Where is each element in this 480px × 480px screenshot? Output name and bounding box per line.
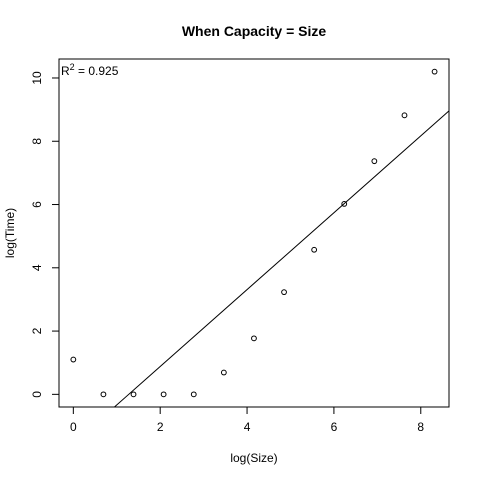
x-tick-label-3: 6 <box>331 420 338 434</box>
data-point-6 <box>251 335 257 342</box>
chart-title: When Capacity = Size <box>182 23 327 39</box>
y-tick-label-1: 2 <box>30 327 44 334</box>
x-tick-label-4: 8 <box>417 420 424 434</box>
data-point-1 <box>100 391 107 398</box>
data-point-12 <box>431 68 438 75</box>
r-squared-superscript: 2 <box>70 62 75 72</box>
data-point-7 <box>281 289 287 296</box>
x-axis: 0 2 4 6 8 <box>70 406 424 434</box>
x-axis-label: log(Size) <box>230 451 277 465</box>
y-tick-label-5: 10 <box>30 71 44 85</box>
plot-area-frame <box>58 58 450 408</box>
y-axis: 0 2 4 6 8 10 <box>30 71 60 398</box>
r-squared-value: = 0.925 <box>75 64 119 78</box>
data-point-9 <box>341 200 348 207</box>
r-squared-label: R <box>61 64 70 78</box>
data-point-10 <box>371 158 378 165</box>
y-tick-label-4: 8 <box>30 138 44 145</box>
x-tick-label-1: 2 <box>157 420 164 434</box>
y-tick-label-2: 4 <box>30 264 44 271</box>
regression-line-group <box>114 110 450 408</box>
data-point-2 <box>130 391 137 398</box>
x-tick-label-2: 4 <box>244 420 251 434</box>
r-squared-annotation: R2 = 0.925 <box>61 62 119 78</box>
data-point-5 <box>220 369 227 376</box>
data-point-4 <box>190 391 197 398</box>
regression-line <box>114 110 450 408</box>
data-point-0 <box>70 356 77 363</box>
data-point-11 <box>401 112 408 119</box>
y-tick-label-0: 0 <box>30 391 44 398</box>
y-axis-label: log(Time) <box>3 208 17 258</box>
x-tick-label-0: 0 <box>70 420 77 434</box>
data-points <box>70 68 438 398</box>
data-point-8 <box>311 246 318 253</box>
y-tick-label-3: 6 <box>30 201 44 208</box>
data-point-3 <box>160 391 167 398</box>
